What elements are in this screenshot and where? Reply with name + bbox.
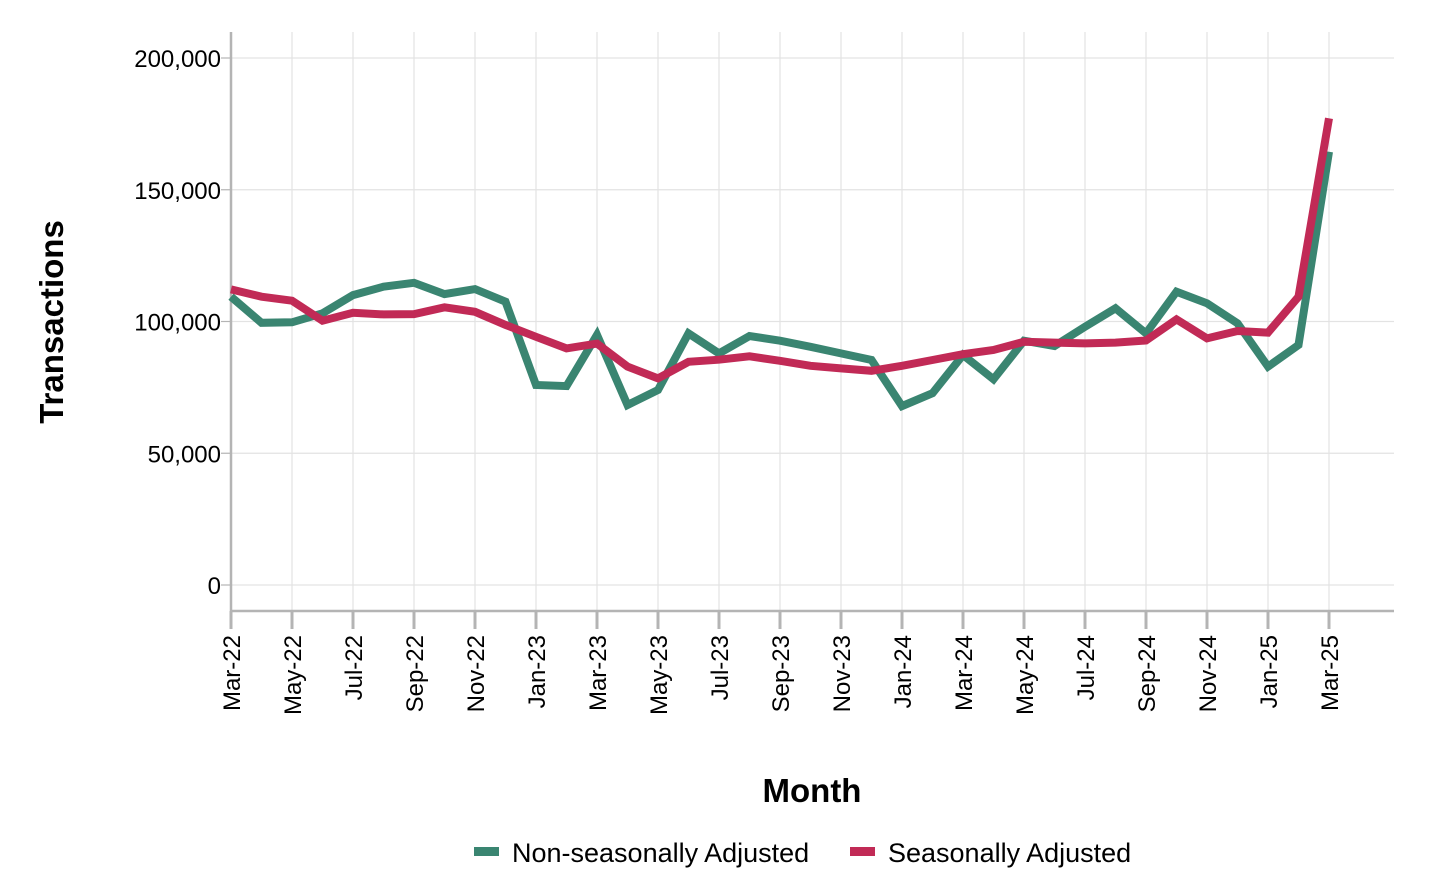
legend-swatch [474, 847, 499, 856]
x-tick-label: Jan-25 [1256, 635, 1283, 708]
x-tick-label: Mar-23 [585, 635, 612, 711]
legend-label: Non-seasonally Adjusted [512, 838, 809, 868]
x-tick-label: Nov-24 [1195, 635, 1222, 712]
series-lines [228, 117, 1333, 412]
legend-item: Non-seasonally Adjusted [474, 838, 809, 868]
y-tick-label: 200,000 [134, 46, 221, 73]
x-tick-label: May-24 [1012, 635, 1039, 715]
legend-swatch [850, 847, 875, 856]
series-line-seasonally-adjusted [230, 117, 1333, 383]
x-tick-label: Nov-22 [463, 635, 490, 712]
y-tick-label: 100,000 [134, 310, 221, 337]
x-tick-label: Sep-22 [402, 635, 429, 712]
x-tick-label: Sep-24 [1134, 635, 1161, 712]
x-tick-label: Jul-23 [707, 635, 734, 700]
x-tick-label: May-23 [646, 635, 673, 715]
x-tick-label: Jan-23 [524, 635, 551, 708]
x-tick-label: Mar-24 [951, 635, 978, 711]
x-tick-label: Jan-24 [890, 635, 917, 708]
x-tick-label: Sep-23 [768, 635, 795, 712]
x-tick-label: Nov-23 [829, 635, 856, 712]
y-axis-ticks: 0 50,000 100,000 150,000 200,000 [134, 46, 231, 600]
y-tick-label: 150,000 [134, 178, 221, 205]
grid [230, 32, 1394, 611]
x-tick-label: Mar-22 [219, 635, 246, 711]
x-tick-label: Jul-24 [1073, 635, 1100, 700]
legend: Non-seasonally Adjusted Seasonally Adjust… [474, 838, 1131, 868]
legend-item: Seasonally Adjusted [850, 838, 1131, 868]
y-tick-label: 50,000 [148, 441, 221, 468]
series-line-non-seasonally-adjusted [228, 151, 1333, 412]
x-tick-label: Mar-25 [1317, 635, 1344, 711]
y-tick-label: 0 [208, 573, 221, 600]
x-tick-label: May-22 [280, 635, 307, 715]
legend-label: Seasonally Adjusted [888, 838, 1131, 868]
x-tick-label: Jul-22 [341, 635, 368, 700]
x-axis-title: Month [763, 772, 862, 809]
y-axis-title: Transactions [33, 220, 70, 424]
x-axis-ticks: Mar-22 May-22 Jul-22 Sep-22 Nov-22 Jan-23 Mar-… [219, 611, 1344, 715]
